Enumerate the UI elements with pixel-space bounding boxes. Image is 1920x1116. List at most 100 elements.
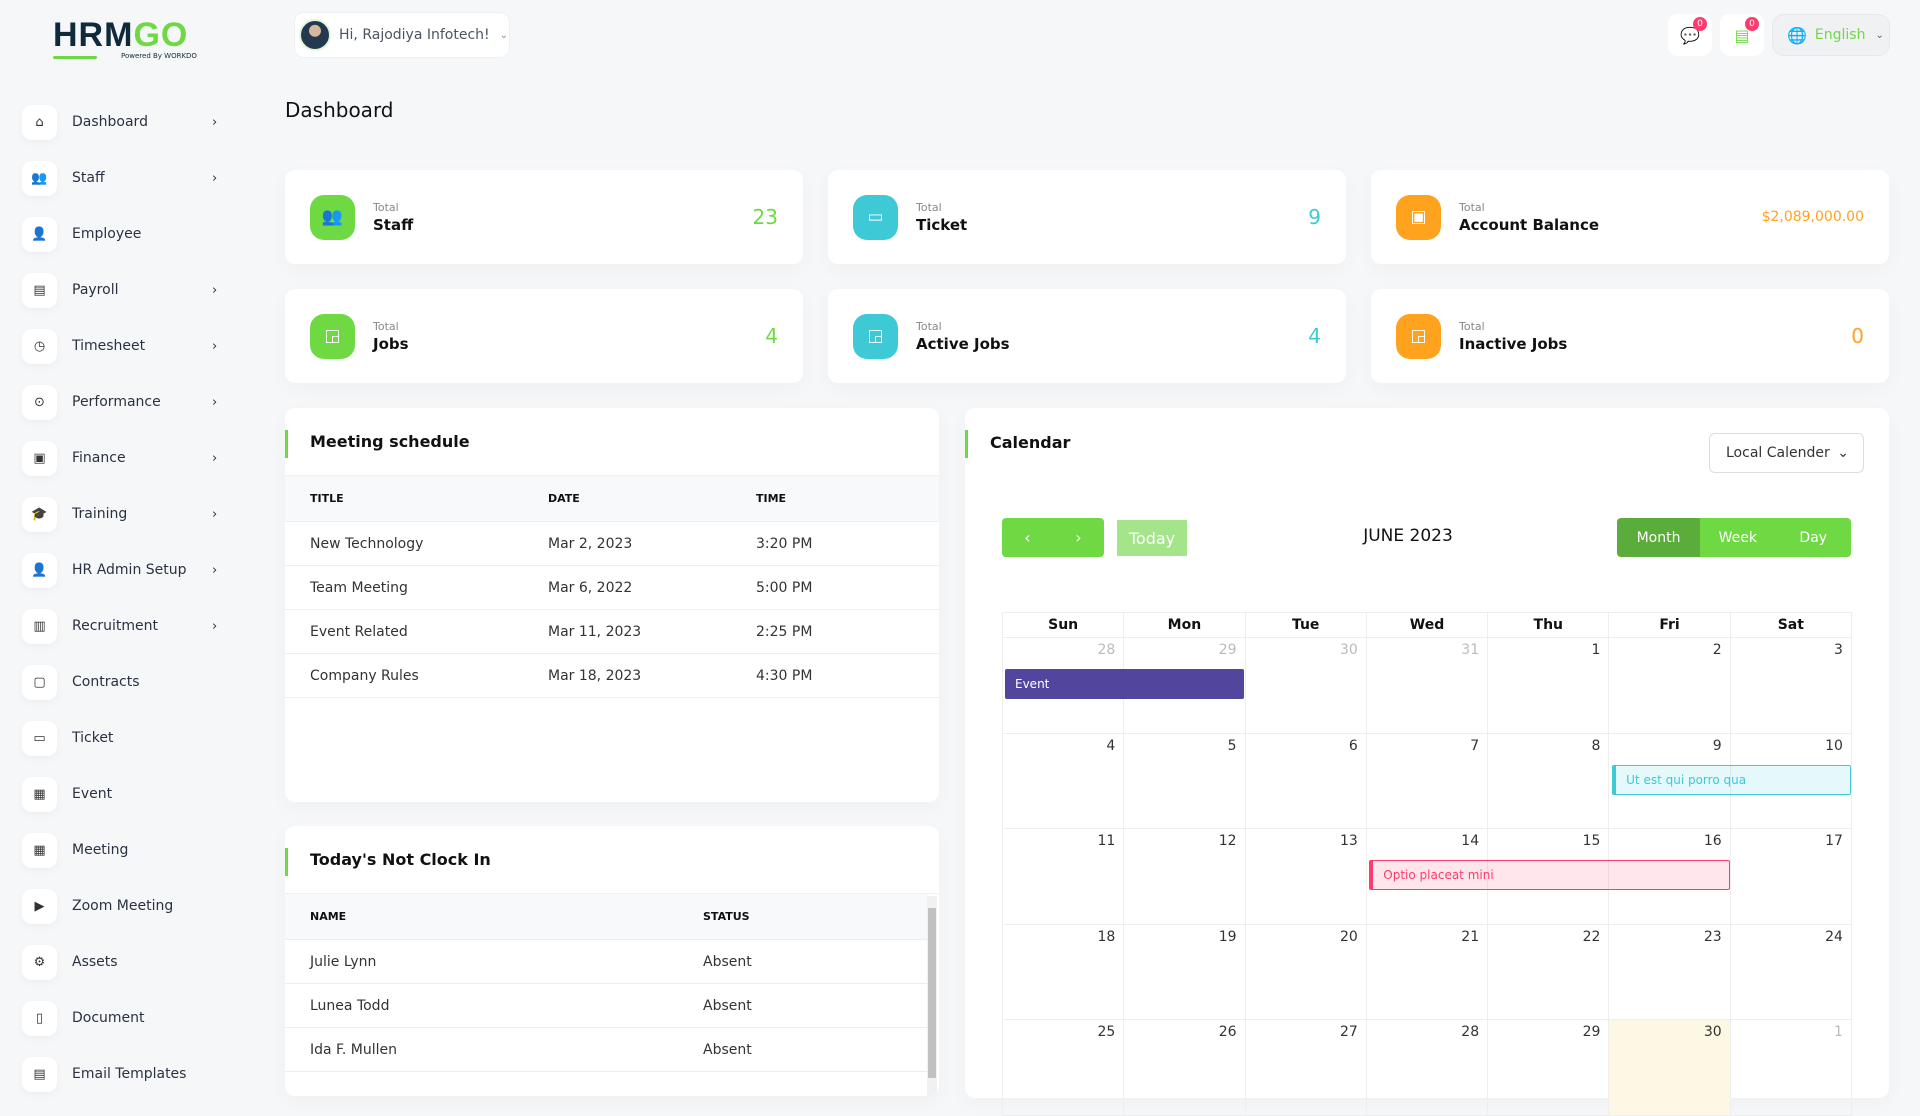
sidebar-item-dashboard[interactable]: ⌂ Dashboard › xyxy=(22,103,232,141)
page-title: Dashboard xyxy=(285,98,394,122)
stat-card-staff: 👥 Total Staff 23 xyxy=(285,170,803,264)
calendar-day[interactable]: 29 xyxy=(1124,638,1246,734)
today-button[interactable]: Today xyxy=(1117,520,1187,556)
sidebar-item-finance[interactable]: ▣ Finance › xyxy=(22,439,232,477)
messages-button[interactable]: 💬 0 xyxy=(1668,14,1712,56)
calendar-day[interactable]: 17 xyxy=(1730,829,1852,925)
sidebar-item-label: Assets xyxy=(72,954,118,970)
sidebar-item-timesheet[interactable]: ◷ Timesheet › xyxy=(22,327,232,365)
table-cell: Mar 2, 2023 xyxy=(548,535,633,552)
calendar-day[interactable]: 18 xyxy=(1003,924,1125,1020)
table-row: Ida F. Mullen Absent xyxy=(285,1028,927,1072)
sidebar-item-label: Email Templates xyxy=(72,1066,187,1082)
calendar-view-switch: Month Week Day xyxy=(1617,518,1851,557)
calendar-day[interactable]: 25 xyxy=(1003,1020,1125,1116)
view-week-button[interactable]: Week xyxy=(1700,518,1776,557)
calendar-source-select[interactable]: Local Calender ⌄ xyxy=(1709,433,1864,473)
sidebar-item-email-templates[interactable]: ▤ Email Templates xyxy=(22,1055,232,1093)
weekday-header: Sat xyxy=(1730,613,1852,638)
calendar-day[interactable]: 8 xyxy=(1488,733,1610,829)
sidebar-item-contracts[interactable]: ▢ Contracts xyxy=(22,663,232,701)
sidebar-item-training[interactable]: 🎓 Training › xyxy=(22,495,232,533)
table-row: New Technology Mar 2, 2023 3:20 PM xyxy=(285,522,939,566)
table-cell: 5:00 PM xyxy=(756,579,813,596)
calendar-day[interactable]: 2 xyxy=(1609,638,1731,734)
sidebar-item-assets[interactable]: ⚙ Assets xyxy=(22,943,232,981)
meeting-schedule-card: Meeting schedule TITLE DATE TIME New Tec… xyxy=(285,408,939,802)
logo[interactable]: HRMGO Powered By WORKDO xyxy=(53,16,203,64)
table-cell: New Technology xyxy=(310,535,424,552)
weekday-header: Fri xyxy=(1609,613,1731,638)
calendar-week: 4 5 6 7 8 9 10 xyxy=(1003,733,1852,829)
calendar-day[interactable]: 14 xyxy=(1366,829,1489,925)
calendar-day[interactable]: 31 xyxy=(1366,638,1489,734)
calendar-day[interactable]: 30 xyxy=(1609,1020,1731,1116)
view-month-button[interactable]: Month xyxy=(1617,518,1701,557)
stat-card-jobs: ◲ Total Jobs 4 xyxy=(285,289,803,383)
sidebar-item-meeting[interactable]: ▦ Meeting xyxy=(22,831,232,869)
calendar-day[interactable]: 12 xyxy=(1124,829,1246,925)
scrollbar-thumb[interactable] xyxy=(928,908,936,1078)
calendar-day[interactable]: 9 xyxy=(1609,733,1731,829)
sidebar-item-ticket[interactable]: ▭ Ticket xyxy=(22,719,232,757)
calendar-day[interactable]: 11 xyxy=(1003,829,1125,925)
stat-value: $2,089,000.00 xyxy=(1761,209,1864,225)
user-plus-icon: 👤 xyxy=(22,552,57,588)
card-title: Meeting schedule xyxy=(285,408,939,476)
sidebar-item-label: Staff xyxy=(72,170,105,186)
chevron-down-icon: ⌄ xyxy=(499,29,509,41)
calendar-month-title: JUNE 2023 xyxy=(1363,526,1453,546)
prev-month-button[interactable]: ‹ xyxy=(1002,518,1053,557)
sidebar-item-employee[interactable]: 👤 Employee xyxy=(22,215,232,253)
calendar-day[interactable]: 6 xyxy=(1245,733,1367,829)
calendar-day[interactable]: 7 xyxy=(1366,733,1489,829)
table-row: Team Meeting Mar 6, 2022 5:00 PM xyxy=(285,566,939,610)
calendar-day[interactable]: 22 xyxy=(1488,924,1610,1020)
calendar-day[interactable]: 23 xyxy=(1609,924,1731,1020)
chevron-left-icon: ‹ xyxy=(1024,528,1031,547)
table-header: TITLE DATE TIME xyxy=(285,476,939,522)
user-menu[interactable]: Hi, Rajodiya Infotech! ⌄ xyxy=(294,12,510,58)
calendar-day[interactable]: 5 xyxy=(1124,733,1246,829)
calendar-day[interactable]: 30 xyxy=(1245,638,1367,734)
sidebar-item-payroll[interactable]: ▤ Payroll › xyxy=(22,271,232,309)
sidebar-item-zoom-meeting[interactable]: ▶ Zoom Meeting xyxy=(22,887,232,925)
calendar-day[interactable]: 19 xyxy=(1124,924,1246,1020)
sidebar-item-document[interactable]: ▯ Document xyxy=(22,999,232,1037)
calendar-day[interactable]: 3 xyxy=(1730,638,1852,734)
table-cell: Team Meeting xyxy=(310,579,408,596)
next-month-button[interactable]: › xyxy=(1053,518,1104,557)
calendar-day[interactable]: 10 xyxy=(1730,733,1852,829)
calendar-day[interactable]: 28 xyxy=(1366,1020,1489,1116)
calendar-day[interactable]: 1 xyxy=(1488,638,1610,734)
sidebar-item-event[interactable]: ▦ Event xyxy=(22,775,232,813)
calendar-day[interactable]: 27 xyxy=(1245,1020,1367,1116)
view-day-button[interactable]: Day xyxy=(1775,518,1851,557)
gear-icon: ⚙ xyxy=(22,944,57,980)
calendar-day[interactable]: 13 xyxy=(1245,829,1367,925)
calendar-day[interactable]: 20 xyxy=(1245,924,1367,1020)
calendar-event[interactable]: Event xyxy=(1005,669,1244,699)
calendar-day[interactable]: 16 xyxy=(1609,829,1731,925)
scrollbar[interactable] xyxy=(927,896,937,1096)
column-header: DATE xyxy=(548,492,580,505)
sidebar-item-recruitment[interactable]: ▥ Recruitment › xyxy=(22,607,232,645)
calendar-event[interactable]: Optio placeat mini xyxy=(1369,860,1730,890)
table-cell: Julie Lynn xyxy=(310,953,377,970)
calendar-event[interactable]: Ut est qui porro qua xyxy=(1612,764,1851,795)
calendar-day[interactable]: 4 xyxy=(1003,733,1125,829)
calendar-day[interactable]: 21 xyxy=(1366,924,1489,1020)
sidebar-item-label: Document xyxy=(72,1010,145,1026)
calendar-day[interactable]: 15 xyxy=(1488,829,1610,925)
calendar-day[interactable]: 26 xyxy=(1124,1020,1246,1116)
calendar-day[interactable]: 24 xyxy=(1730,924,1852,1020)
language-select[interactable]: 🌐 English ⌄ xyxy=(1772,14,1890,56)
stat-label: Active Jobs xyxy=(916,334,1010,353)
sidebar-item-hr-admin-setup[interactable]: 👤 HR Admin Setup › xyxy=(22,551,232,589)
calendar-day[interactable]: 29 xyxy=(1488,1020,1610,1116)
notifications-button[interactable]: ▤ 0 xyxy=(1720,14,1764,56)
sidebar-item-staff[interactable]: 👥 Staff › xyxy=(22,159,232,197)
chevron-right-icon: › xyxy=(212,618,218,634)
calendar-day[interactable]: 1 xyxy=(1730,1020,1852,1116)
sidebar-item-performance[interactable]: ⊙ Performance › xyxy=(22,383,232,421)
